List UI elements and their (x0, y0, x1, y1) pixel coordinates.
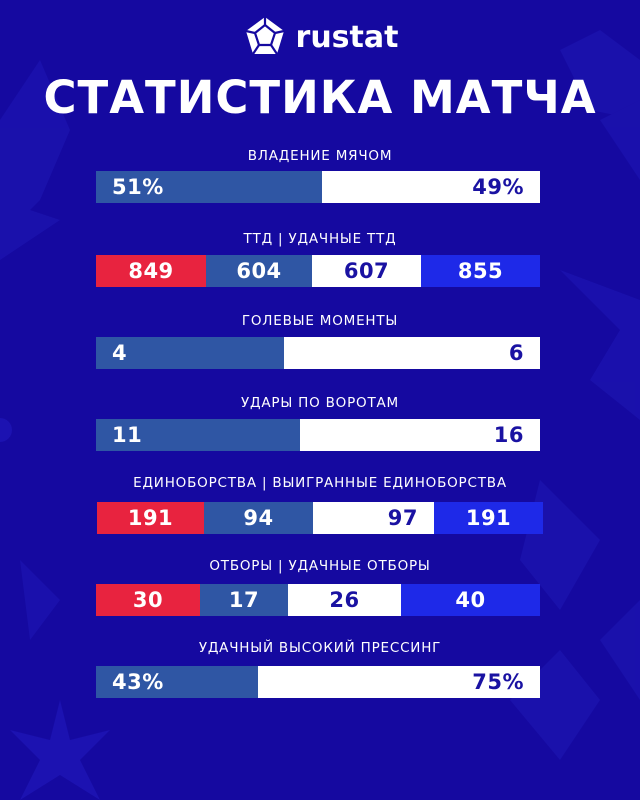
tackles-away-total: 40 (401, 584, 540, 616)
pentagon-ball-icon (245, 17, 284, 55)
stat-bar-shots: 11 16 (96, 419, 540, 451)
high-press-away-value: 75% (258, 666, 540, 698)
stat-bar-tackles: 30 17 26 40 (96, 584, 540, 616)
passes-home-ok: 604 (206, 255, 312, 287)
tackles-home-ok: 17 (200, 584, 288, 616)
stat-label-high-press: УДАЧНЫЙ ВЫСОКИЙ ПРЕССИНГ (198, 640, 442, 656)
shots-home-value: 11 (96, 419, 300, 451)
stat-label-chances: ГОЛЕВЫЕ МОМЕНТЫ (241, 313, 399, 329)
tackles-home-total: 30 (96, 584, 200, 616)
duels-away-ok: 97 (313, 502, 434, 534)
stat-bar-chances: 4 6 (96, 337, 540, 369)
brand-name: rustat (295, 19, 399, 55)
passes-away-total: 855 (421, 255, 540, 287)
chances-away-value: 6 (284, 337, 540, 369)
stat-label-passes: ТТД | УДАЧНЫЕ ТТД (243, 231, 397, 247)
high-press-home-value: 43% (96, 666, 258, 698)
page-title: СТАТИСТИКА МАТЧА (43, 71, 597, 124)
stat-bar-high-press: 43% 75% (96, 666, 540, 698)
passes-away-ok: 607 (312, 255, 421, 287)
possession-home-value: 51% (96, 171, 323, 203)
header: rustat (0, 14, 640, 60)
stat-bar-passes: 849 604 607 855 (96, 255, 540, 287)
possession-away-value: 49% (322, 171, 540, 203)
duels-home-ok: 94 (204, 502, 313, 534)
stat-label-shots: УДАРЫ ПО ВОРОТАМ (240, 395, 399, 411)
stat-label-duels: ЕДИНОБОРСТВА | ВЫИГРАННЫЕ ЕДИНОБОРСТВА (133, 475, 507, 491)
stat-bar-duels: 191 94 97 191 (97, 502, 543, 534)
stat-label-tackles: ОТБОРЫ | УДАЧНЫЕ ОТБОРЫ (209, 558, 431, 574)
stat-bar-possession: 51% 49% (96, 171, 540, 203)
chances-home-value: 4 (96, 337, 284, 369)
tackles-away-ok: 26 (288, 584, 401, 616)
passes-home-total: 849 (96, 255, 206, 287)
shots-away-value: 16 (300, 419, 540, 451)
duels-home-total: 191 (97, 502, 204, 534)
stat-label-possession: ВЛАДЕНИЕ МЯЧОМ (247, 148, 393, 164)
duels-away-total: 191 (434, 502, 543, 534)
